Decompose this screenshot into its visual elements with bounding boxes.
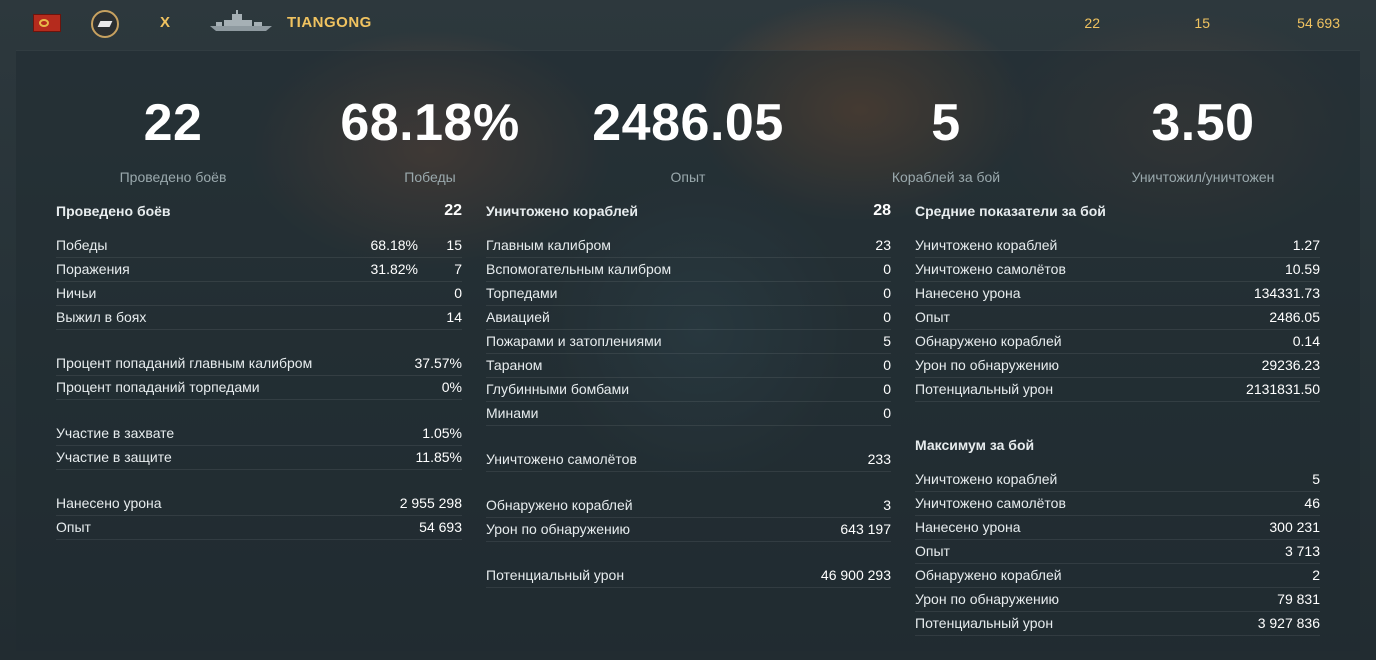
summary-label: Кораблей за бой xyxy=(891,169,1001,185)
stat-row: Опыт 3 713 xyxy=(915,540,1320,564)
section-title: Максимум за бой xyxy=(915,437,1035,453)
ship-tier: X xyxy=(160,14,171,31)
header-battles: 22 xyxy=(1084,15,1100,31)
summary-value: 22 xyxy=(143,94,203,152)
header-wins: 15 xyxy=(1194,15,1210,31)
ship-icon xyxy=(210,10,272,31)
stat-row: Уничтожено самолётов 233 xyxy=(486,448,891,472)
stat-row: Урон по обнаружению 643 197 xyxy=(486,518,891,542)
stat-row: Победы 68.18% 15 xyxy=(56,234,462,258)
summary-label: Проведено боёв xyxy=(119,169,227,185)
stat-row: Авиацией 0 xyxy=(486,306,891,330)
stat-row: Потенциальный урон 3 927 836 xyxy=(915,612,1320,636)
ship-class-icon xyxy=(91,10,119,38)
stat-row: Нанесено урона 300 231 xyxy=(915,516,1320,540)
stat-row: Потенциальный урон 46 900 293 xyxy=(486,564,891,588)
stat-row: Уничтожено самолётов 10.59 xyxy=(915,258,1320,282)
header-experience: 54 693 xyxy=(1297,15,1340,31)
summary-label: Опыт xyxy=(670,169,706,185)
stat-row: Нанесено урона 134331.73 xyxy=(915,282,1320,306)
stat-row: Опыт 2486.05 xyxy=(915,306,1320,330)
stat-row: Торпедами 0 xyxy=(486,282,891,306)
stat-row: Обнаружено кораблей 2 xyxy=(915,564,1320,588)
averages-column: Средние показатели за бой Уничтожено кор… xyxy=(915,200,1320,636)
stat-row: Уничтожено самолётов 46 xyxy=(915,492,1320,516)
stat-row: Нанесено урона 2 955 298 xyxy=(56,492,462,516)
stat-row: Урон по обнаружению 79 831 xyxy=(915,588,1320,612)
stat-row: Уничтожено кораблей 5 xyxy=(915,468,1320,492)
battles-column: Проведено боёв 22 Победы 68.18% 15 Поражен… xyxy=(56,200,462,540)
summary-value: 3.50 xyxy=(1151,94,1255,152)
nation-flag-icon xyxy=(33,14,61,32)
summary-label: Уничтожил/уничтожен xyxy=(1131,169,1275,185)
section-title: Средние показатели за бой xyxy=(915,203,1106,219)
summary-label: Победы xyxy=(404,169,456,185)
stat-row: Глубинными бомбами 0 xyxy=(486,378,891,402)
stats-panel xyxy=(16,50,1360,651)
stat-row: Процент попаданий торпедами 0% xyxy=(56,376,462,400)
stat-row: Пожарами и затоплениями 5 xyxy=(486,330,891,354)
ship-header-bar[interactable]: X TIANGONG 22 15 54 693 xyxy=(0,0,1376,48)
section-title: Уничтожено кораблей 28 xyxy=(486,202,891,219)
stat-row: Процент попаданий главным калибром 37.57% xyxy=(56,352,462,376)
stat-row: Урон по обнаружению 29236.23 xyxy=(915,354,1320,378)
stat-row: Ничьи 0 xyxy=(56,282,462,306)
summary-value: 68.18% xyxy=(340,94,520,152)
summary-value: 5 xyxy=(931,94,961,152)
kills-column: Уничтожено кораблей 28 Главным калибром 2… xyxy=(486,200,891,588)
stat-row: Поражения 31.82% 7 xyxy=(56,258,462,282)
stat-row: Участие в захвате 1.05% xyxy=(56,422,462,446)
stat-row: Вспомогательным калибром 0 xyxy=(486,258,891,282)
stat-row: Уничтожено кораблей 1.27 xyxy=(915,234,1320,258)
stat-row: Обнаружено кораблей 0.14 xyxy=(915,330,1320,354)
stat-row: Участие в защите 11.85% xyxy=(56,446,462,470)
summary-value: 2486.05 xyxy=(592,94,784,152)
stat-row: Обнаружено кораблей 3 xyxy=(486,494,891,518)
section-title: Проведено боёв 22 xyxy=(56,202,462,219)
stat-row: Опыт 54 693 xyxy=(56,516,462,540)
ship-name: TIANGONG xyxy=(287,14,372,31)
stat-row: Потенциальный урон 2131831.50 xyxy=(915,378,1320,402)
stat-row: Главным калибром 23 xyxy=(486,234,891,258)
stat-row: Тараном 0 xyxy=(486,354,891,378)
stat-row: Минами 0 xyxy=(486,402,891,426)
stat-row: Выжил в боях 14 xyxy=(56,306,462,330)
